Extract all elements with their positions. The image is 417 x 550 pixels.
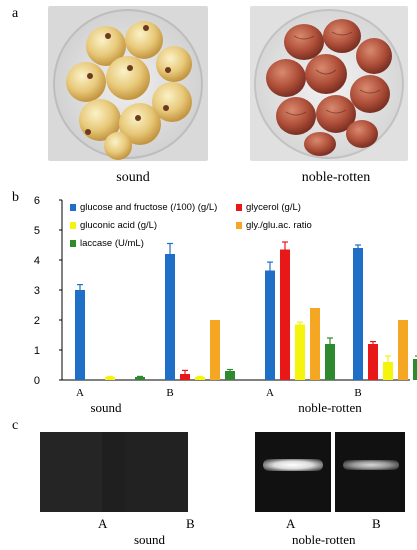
gel-image-noble-rotten: [255, 432, 405, 512]
y-tick-label: 6: [34, 195, 40, 207]
bar: [105, 377, 115, 380]
gel-group-label-noble-rotten: noble-rotten: [292, 532, 356, 547]
bar: [180, 374, 190, 380]
bar: [325, 344, 335, 380]
noble-rotten-grapes-photo: [250, 6, 408, 161]
gel-lane-label-2: B: [186, 516, 195, 531]
x-category-label: B: [166, 387, 173, 399]
gel-band-noble-rotten-a: [263, 459, 323, 471]
legend-item-label: gluconic acid (g/L): [80, 220, 157, 231]
legend-item-label: laccase (U/mL): [80, 238, 144, 249]
bar: [295, 324, 305, 380]
legend-swatch: [70, 222, 76, 229]
legend-item-label: glycerol (g/L): [246, 202, 301, 213]
bar: [280, 249, 290, 380]
panel-label-b: b: [12, 190, 19, 205]
bar: [383, 362, 393, 380]
bar: [225, 371, 235, 380]
x-group-label: noble-rotten: [298, 400, 362, 415]
photo-caption-sound: sound: [116, 170, 150, 185]
y-tick-label: 4: [34, 255, 40, 267]
bar: [195, 377, 205, 380]
x-category-label: A: [266, 387, 274, 399]
bar: [75, 290, 85, 380]
gel-band-noble-rotten-b: [343, 460, 399, 470]
bar: [165, 254, 175, 380]
bar: [353, 248, 363, 380]
y-tick-label: 1: [34, 345, 40, 357]
y-tick-label: 2: [34, 315, 40, 327]
bar: [413, 359, 417, 380]
sound-grapes-photo: [48, 6, 208, 161]
y-tick-label: 3: [34, 285, 40, 297]
y-tick-label: 5: [34, 225, 40, 237]
x-group-label: sound: [90, 400, 122, 415]
x-category-label: B: [354, 387, 361, 399]
legend-swatch: [70, 240, 76, 247]
legend-item-label: glucose and fructose (/100) (g/L): [80, 202, 217, 213]
bar: [135, 377, 145, 380]
gel-lane-label-4: B: [372, 516, 381, 531]
gel-lane-sound-a: [40, 432, 102, 512]
gel-group-label-sound: sound: [134, 532, 166, 547]
legend-swatch: [236, 222, 242, 229]
bar: [265, 270, 275, 380]
legend-swatch: [70, 204, 76, 211]
panel-label-a: a: [12, 6, 19, 21]
gel-lane-label-1: A: [98, 516, 108, 531]
panel-label-c: c: [12, 418, 19, 433]
gel-lane-label-3: A: [286, 516, 296, 531]
bar: [398, 320, 408, 380]
photo-caption-noble-rotten: noble-rotten: [301, 170, 371, 185]
y-tick-label: 0: [34, 375, 40, 387]
x-category-label: A: [76, 387, 84, 399]
gel-lane-divider: [331, 432, 335, 512]
bar: [310, 308, 320, 380]
gel-image-sound-b: [126, 432, 188, 512]
bar: [368, 344, 378, 380]
bar: [210, 320, 220, 380]
legend-item-label: gly./glu.ac. ratio: [246, 220, 312, 231]
legend-swatch: [236, 204, 242, 211]
